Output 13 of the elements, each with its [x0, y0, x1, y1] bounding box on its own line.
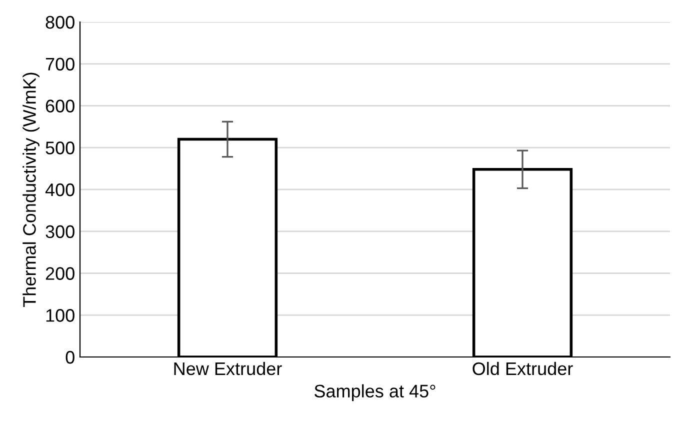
y-tick-label: 500: [46, 142, 74, 154]
y-tick-label: 0: [66, 350, 74, 364]
y-axis-title: Thermal Conductivity (W/mK): [22, 72, 40, 307]
y-tick-label: 800: [46, 16, 74, 29]
y-tick-label: 200: [46, 267, 74, 280]
x-tick-label: Old Extruder: [472, 362, 573, 376]
y-tick-label: 300: [46, 225, 74, 238]
x-axis-title: Samples at 45°: [314, 384, 436, 402]
y-tick-label: 100: [46, 309, 74, 322]
x-tick-label: New Extruder: [174, 362, 282, 376]
y-tick-label: 400: [45, 183, 74, 196]
y-tick-label: 600: [46, 100, 74, 112]
y-tick-label: 700: [46, 58, 74, 71]
